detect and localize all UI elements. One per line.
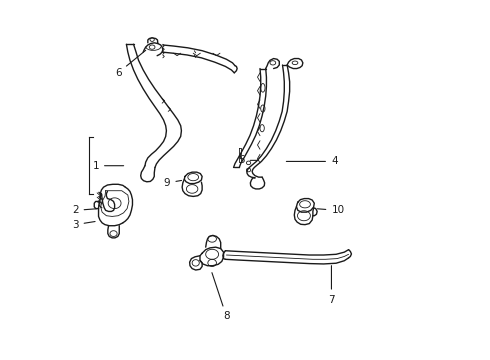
Text: 1: 1 [93, 161, 123, 171]
Text: 8: 8 [212, 273, 230, 321]
Text: 3: 3 [72, 220, 95, 230]
Text: 2: 2 [72, 205, 97, 215]
Text: 7: 7 [328, 266, 335, 305]
Text: 4: 4 [286, 157, 338, 166]
Text: 10: 10 [318, 205, 344, 215]
Text: 6: 6 [115, 50, 146, 78]
Text: 9: 9 [164, 178, 181, 188]
Text: 5: 5 [238, 156, 258, 165]
